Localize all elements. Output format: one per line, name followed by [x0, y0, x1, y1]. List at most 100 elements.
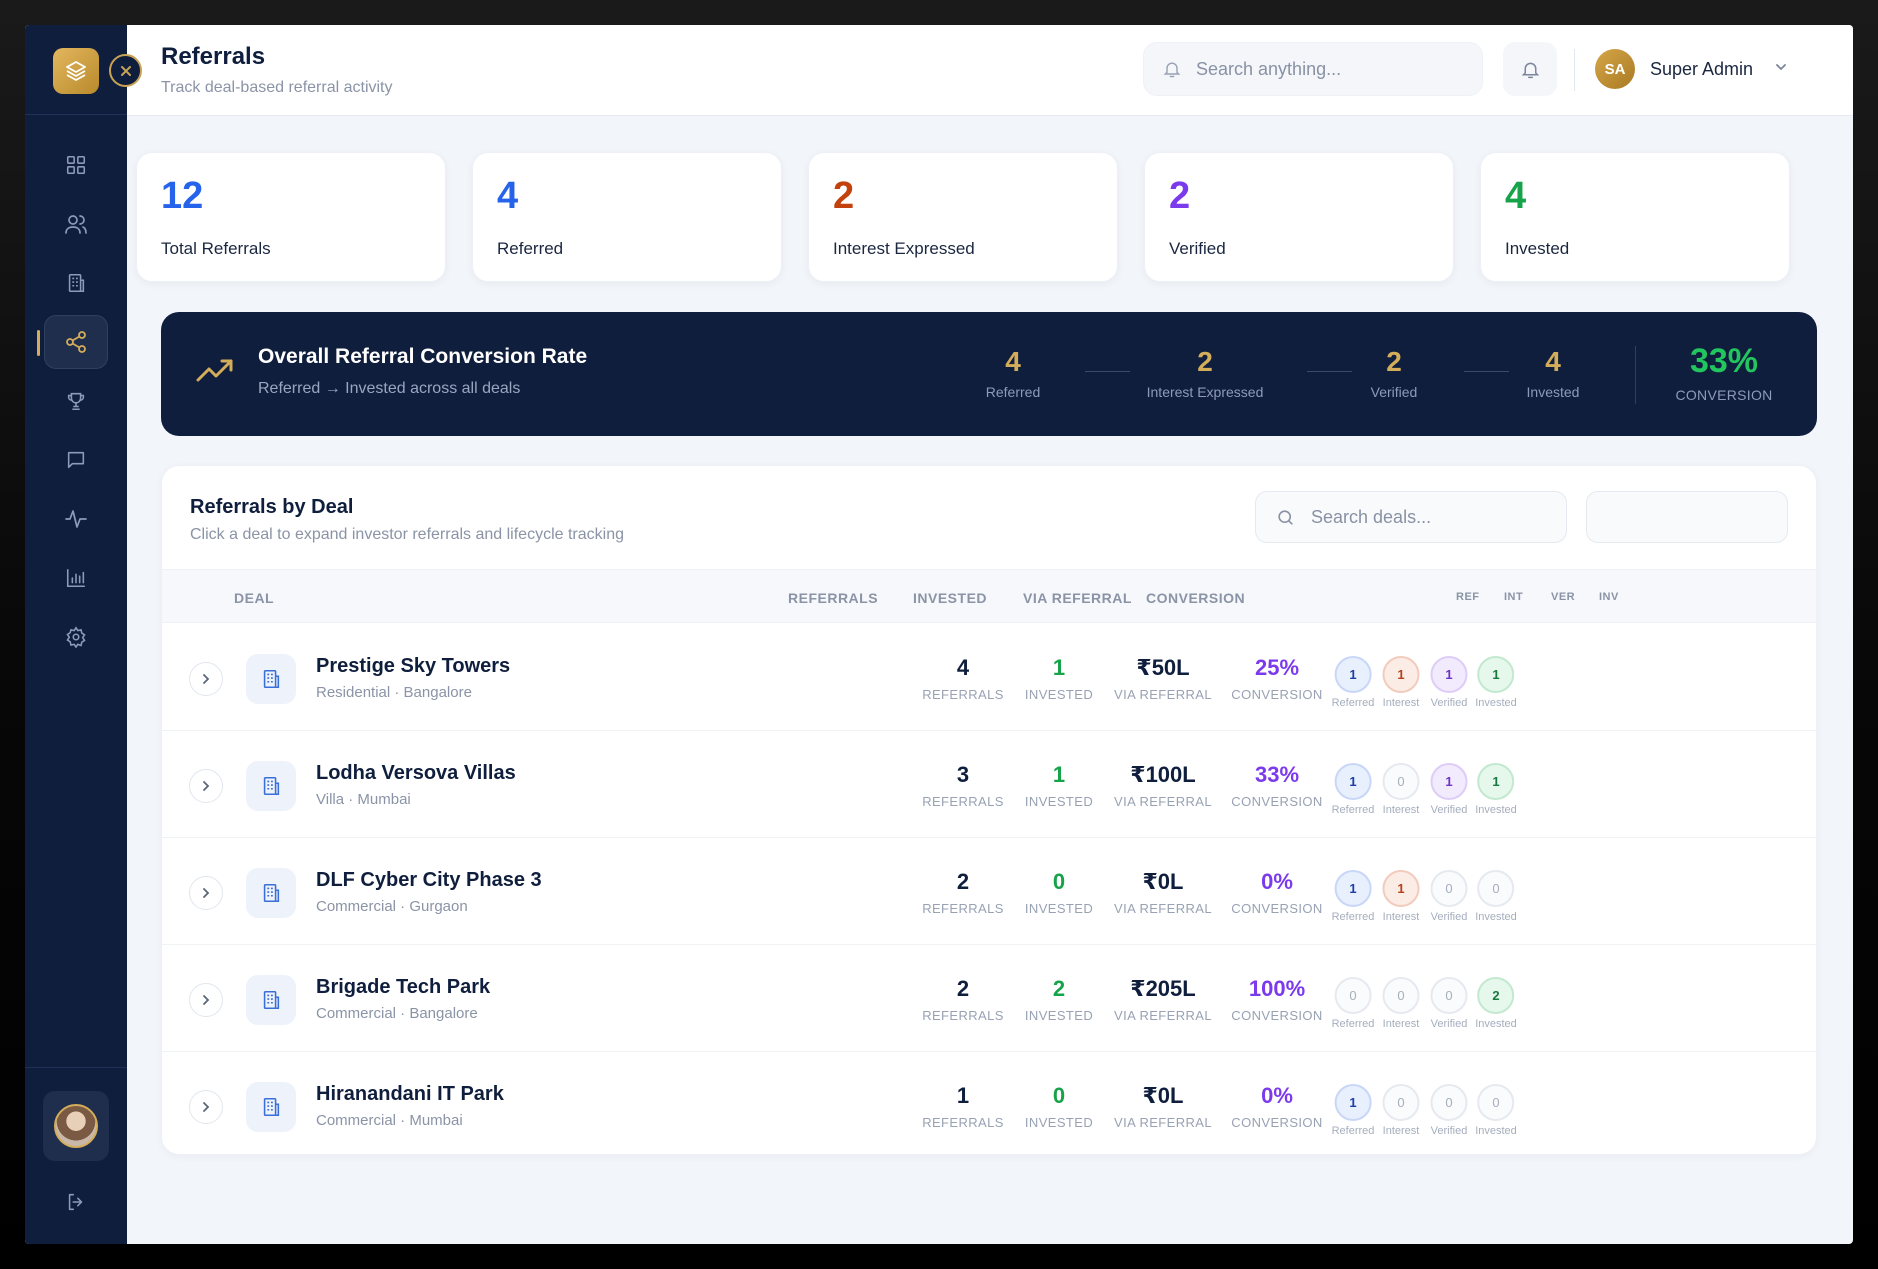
deal-meta: Commercial · Mumbai	[316, 1112, 463, 1129]
expand-row-chevron-icon[interactable]	[189, 983, 223, 1017]
stage-pill-ref: 0 Referred	[1332, 977, 1374, 1030]
profile-avatar[interactable]	[43, 1091, 109, 1161]
via-referral-value: ₹50L	[1136, 655, 1190, 680]
conversion-label: CONVERSION	[1231, 794, 1323, 809]
stage-count: 1	[1430, 656, 1468, 693]
stat-value: 2	[1169, 175, 1191, 217]
settings-icon[interactable]	[44, 610, 108, 664]
users-icon[interactable]	[44, 197, 108, 251]
user-menu[interactable]: SA Super Admin	[1595, 49, 1788, 89]
deal-name[interactable]: Hiranandani IT Park	[316, 1083, 504, 1105]
banner-title: Overall Referral Conversion Rate	[258, 345, 588, 368]
share-icon[interactable]	[37, 315, 108, 369]
stage-pill-inv: 0 Invested	[1475, 1084, 1517, 1137]
stage-pill-ver: 1 Verified	[1430, 763, 1468, 816]
referrals-value: 2	[956, 869, 970, 894]
stage-label: Invested	[1475, 697, 1517, 709]
table-row[interactable]: Brigade Tech Park Commercial · Bangalore…	[162, 944, 1816, 1051]
conversion-cell: 25% CONVERSION	[1231, 655, 1322, 702]
stage-label: Interest	[1382, 1018, 1420, 1030]
stat-label: Referred	[497, 239, 564, 258]
banner-subtitle: Referred → Invested across all deals	[258, 380, 521, 397]
referrals-cell: 3 REFERRALS	[922, 762, 1004, 809]
stage-pill-int: 0 Interest	[1382, 1084, 1420, 1137]
expand-row-chevron-icon[interactable]	[189, 1090, 223, 1124]
expand-row-chevron-icon[interactable]	[189, 876, 223, 910]
trending-up-icon	[195, 356, 235, 389]
referrals-label: REFERRALS	[922, 1115, 1004, 1130]
column-header-deal[interactable]: DEAL	[234, 590, 275, 606]
building-icon	[246, 654, 296, 704]
building-icon[interactable]	[44, 256, 108, 310]
chat-icon[interactable]	[44, 433, 108, 487]
referrals-cell: 1 REFERRALS	[922, 1083, 1004, 1130]
column-header-ver: VER	[1551, 591, 1576, 603]
overall-conversion: 33% CONVERSION	[1675, 342, 1772, 403]
page-subtitle: Track deal-based referral activity	[161, 79, 393, 96]
stat-value: 4	[497, 175, 519, 217]
stage-value: 4	[1545, 346, 1561, 377]
invested-cell: 0 INVESTED	[1025, 1083, 1093, 1130]
via-referral-label: VIA REFERRAL	[1114, 687, 1212, 702]
stage-pill-ver: 0 Verified	[1430, 870, 1468, 923]
dashboard-icon[interactable]	[44, 138, 108, 192]
deal-search-input[interactable]: Search deals...	[1255, 491, 1567, 543]
deal-name[interactable]: Prestige Sky Towers	[316, 655, 511, 677]
activity-icon[interactable]	[44, 492, 108, 546]
stage-count: 0	[1477, 870, 1515, 907]
notifications-button[interactable]	[1503, 42, 1557, 96]
stage-value: 2	[1197, 346, 1213, 377]
row-divider	[162, 1051, 1816, 1052]
stage-count: 0	[1382, 977, 1420, 1014]
bar-chart-icon[interactable]	[44, 551, 108, 605]
stage-count: 1	[1382, 656, 1420, 693]
trophy-icon[interactable]	[44, 374, 108, 428]
stage-count: 1	[1334, 870, 1372, 907]
search-icon	[1278, 509, 1293, 525]
via-referral-label: VIA REFERRAL	[1114, 794, 1212, 809]
stage-count: 0	[1477, 1084, 1515, 1121]
logout-icon[interactable]	[61, 1187, 91, 1217]
building-icon	[246, 761, 296, 811]
invested-cell: 1 INVESTED	[1025, 655, 1093, 702]
conversion-value: 100%	[1248, 976, 1306, 1001]
deal-name[interactable]: Lodha Versova Villas	[316, 762, 516, 784]
stage-label: Referred	[985, 384, 1041, 400]
column-header-via-referral[interactable]: VIA REFERRAL	[1023, 590, 1132, 606]
column-header-conversion[interactable]: CONVERSION	[1146, 590, 1246, 606]
table-row[interactable]: Prestige Sky Towers Residential · Bangal…	[162, 623, 1816, 730]
stage-label: Invested	[1475, 911, 1517, 923]
expand-row-chevron-icon[interactable]	[189, 662, 223, 696]
conversion-label: CONVERSION	[1675, 387, 1773, 403]
filter-select[interactable]	[1586, 491, 1788, 543]
table-row[interactable]: Lodha Versova Villas Villa · Mumbai 3 RE…	[162, 730, 1816, 837]
invested-label: INVESTED	[1024, 1115, 1094, 1130]
column-header-invested[interactable]: INVESTED	[913, 590, 988, 606]
deal-name[interactable]: DLF Cyber City Phase 3	[316, 869, 542, 891]
row-divider	[162, 837, 1816, 838]
stage-label: Invested	[1475, 1018, 1517, 1030]
stage-label: Referred	[1331, 697, 1375, 709]
via-referral-value: ₹205L	[1130, 976, 1196, 1001]
panel-title: Referrals by Deal	[190, 496, 354, 518]
column-header-referrals[interactable]: REFERRALS	[788, 590, 879, 606]
conversion-cell: 33% CONVERSION	[1231, 762, 1322, 809]
table-row[interactable]: Hiranandani IT Park Commercial · Mumbai …	[162, 1051, 1816, 1154]
global-search-input[interactable]: Search anything...	[1143, 42, 1483, 96]
expand-row-chevron-icon[interactable]	[189, 769, 223, 803]
via-referral-cell: ₹0L VIA REFERRAL	[1114, 1083, 1212, 1130]
building-icon	[246, 1082, 296, 1132]
invested-label: INVESTED	[1024, 901, 1094, 916]
table-row[interactable]: DLF Cyber City Phase 3 Commercial · Gurg…	[162, 837, 1816, 944]
deal-name[interactable]: Brigade Tech Park	[316, 976, 491, 998]
deal-meta: Commercial · Bangalore	[316, 1005, 478, 1022]
app-logo[interactable]	[53, 48, 99, 94]
collapse-sidebar-icon[interactable]	[109, 54, 142, 87]
app-screen: Referrals Track deal-based referral acti…	[25, 25, 1853, 1244]
stage-count: 1	[1334, 763, 1372, 800]
stage-pill-inv: 1 Invested	[1475, 763, 1517, 816]
user-name: Super Admin	[1650, 58, 1754, 79]
stage-label: Referred	[1331, 804, 1375, 816]
stage-label: Invested	[1475, 804, 1517, 816]
via-referral-cell: ₹50L VIA REFERRAL	[1114, 655, 1212, 702]
